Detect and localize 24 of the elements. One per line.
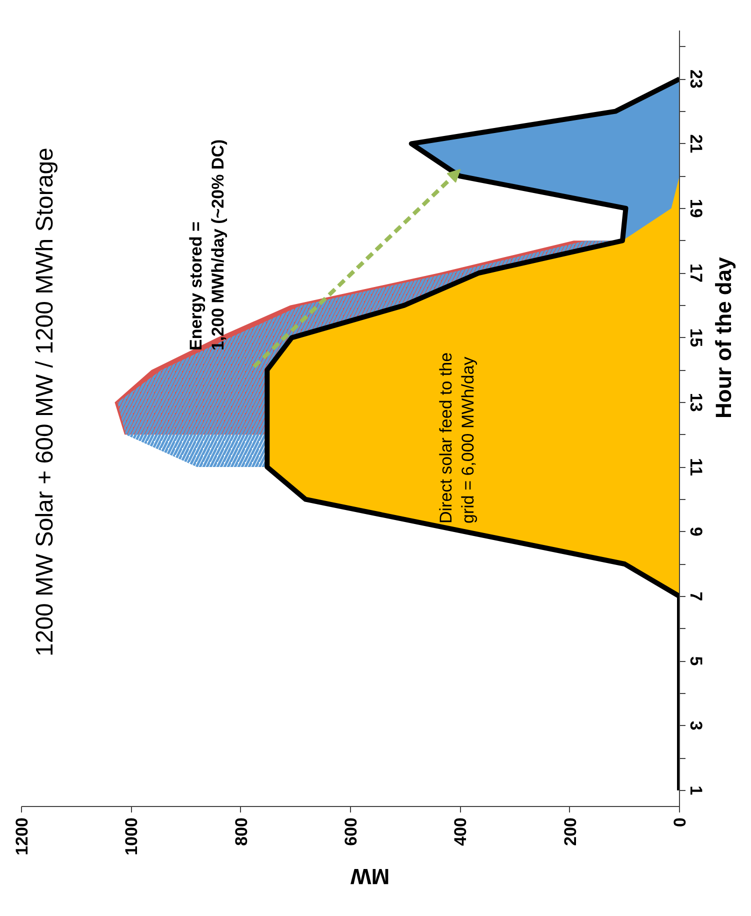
x-tick-label: 600 [342, 817, 360, 846]
annotation: Direct solar feed to the grid = 6,000 MWh/day [436, 352, 478, 524]
x-tick-label: 1000 [122, 817, 142, 856]
x-axis-title: MW [350, 864, 390, 889]
y-axis-title: Hour of the day [711, 256, 736, 418]
y-tick-label: 1 [686, 786, 706, 796]
text: 1200 MW Solar + 600 MW / 1200 MWh Storage [32, 148, 58, 656]
x-tick-label: 1200 [12, 817, 32, 856]
y-tick-label: 9 [686, 526, 706, 536]
x-tick-label: 0 [670, 817, 690, 827]
x-tick-label: 200 [560, 817, 580, 846]
y-tick-label: 15 [686, 328, 706, 348]
x-tick-label: 400 [451, 817, 470, 846]
y-tick-label: 5 [686, 656, 706, 666]
x-tick-label: 800 [232, 817, 251, 846]
y-tick-label: 19 [686, 198, 706, 218]
y-tick-label: 11 [686, 458, 706, 476]
y-tick-label: 21 [686, 134, 706, 154]
y-tick-label: 23 [686, 70, 706, 88]
y-tick-label: 13 [686, 392, 706, 412]
y-tick-label: 17 [686, 264, 706, 282]
annotation: Energy stored = 1,200 MWh/day (~20% DC) [186, 139, 228, 350]
y-tick-label: 3 [686, 720, 706, 730]
y-tick-label: 7 [686, 592, 706, 602]
